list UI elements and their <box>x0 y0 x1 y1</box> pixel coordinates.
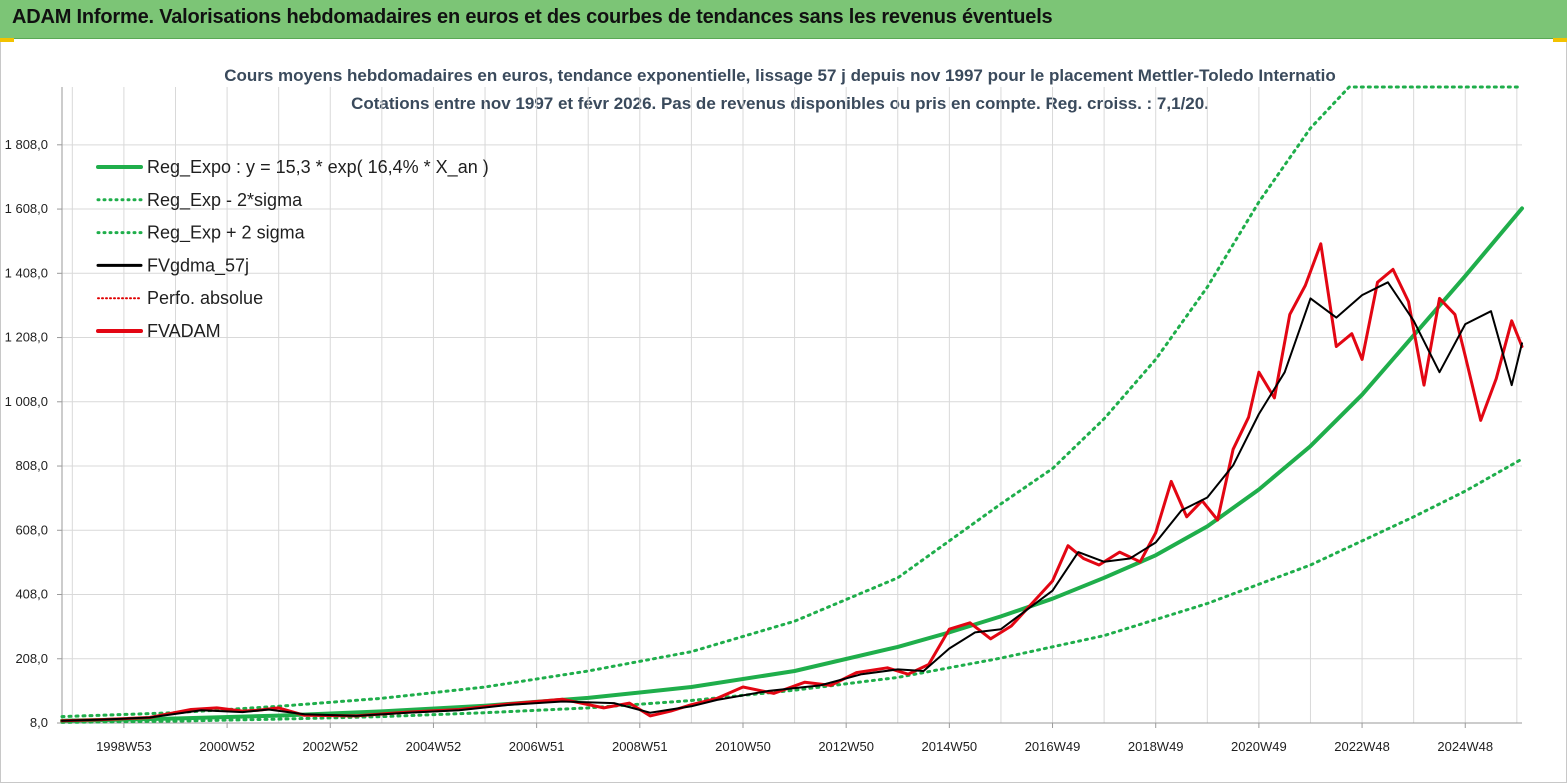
legend-label: Reg_Exp - 2*sigma <box>147 190 303 211</box>
series-line-0 <box>60 457 1524 724</box>
x-tick-label: 2016W49 <box>1025 739 1081 754</box>
x-tick-label: 1998W53 <box>96 739 152 754</box>
gridlines <box>62 87 1522 724</box>
x-tick-label: 2020W49 <box>1231 739 1287 754</box>
y-tick-label: 408,0 <box>15 587 48 602</box>
legend: Reg_Expo : y = 15,3 * exp( 16,4% * X_an … <box>96 157 489 341</box>
x-tick-label: 2008W51 <box>612 739 668 754</box>
legend-label: Reg_Expo : y = 15,3 * exp( 16,4% * X_an … <box>147 157 489 178</box>
x-tick-label: 2012W50 <box>818 739 874 754</box>
legend-label: Reg_Exp + 2 sigma <box>147 223 306 244</box>
y-tick-label: 1 408,0 <box>5 265 48 280</box>
y-tick-label: 1 208,0 <box>5 330 48 345</box>
x-tick-label: 2004W52 <box>406 739 462 754</box>
x-tick-label: 2000W52 <box>199 739 255 754</box>
legend-label: FVADAM <box>147 321 221 341</box>
axes: 8,0 208,0 408,0 608,0 808,0 1 008,0 1 208,0 1 4… <box>5 87 1522 754</box>
y-tick-label: 8,0 <box>30 715 48 730</box>
y-tick-label: 1 608,0 <box>5 201 48 216</box>
corner-marker-left <box>0 38 14 42</box>
legend-label: Perfo. absolue <box>147 288 263 308</box>
corner-marker-right <box>1553 38 1567 42</box>
y-tick-label: 1 008,0 <box>5 394 48 409</box>
y-tick-label: 208,0 <box>15 651 48 666</box>
x-tick-label: 2002W52 <box>302 739 358 754</box>
series-lines <box>60 85 1524 724</box>
chart-title-line2: Cotations entre nov 1997 et févr 2026. P… <box>351 94 1209 113</box>
y-tick-label: 1 808,0 <box>5 137 48 152</box>
x-tick-label: 2014W50 <box>922 739 978 754</box>
report-title: ADAM Informe. Valorisations hebdomadaire… <box>12 6 1053 28</box>
chart-title-line1: Cours moyens hebdomadaires en euros, ten… <box>224 66 1336 85</box>
legend-label: FVgdma_57j <box>147 255 249 276</box>
series-line-3 <box>60 242 1524 723</box>
y-tick-label: 808,0 <box>15 458 48 473</box>
series-line-4 <box>61 281 1523 722</box>
x-tick-label: 2018W49 <box>1128 739 1184 754</box>
x-tick-label: 2024W48 <box>1437 739 1493 754</box>
series-line-2 <box>60 206 1524 723</box>
y-tick-label: 608,0 <box>15 522 48 537</box>
x-tick-label: 2022W48 <box>1334 739 1390 754</box>
report-header: ADAM Informe. Valorisations hebdomadaire… <box>0 0 1567 39</box>
x-tick-label: 2006W51 <box>509 739 565 754</box>
x-tick-label: 2010W50 <box>715 739 771 754</box>
series-line-1 <box>60 85 1524 719</box>
